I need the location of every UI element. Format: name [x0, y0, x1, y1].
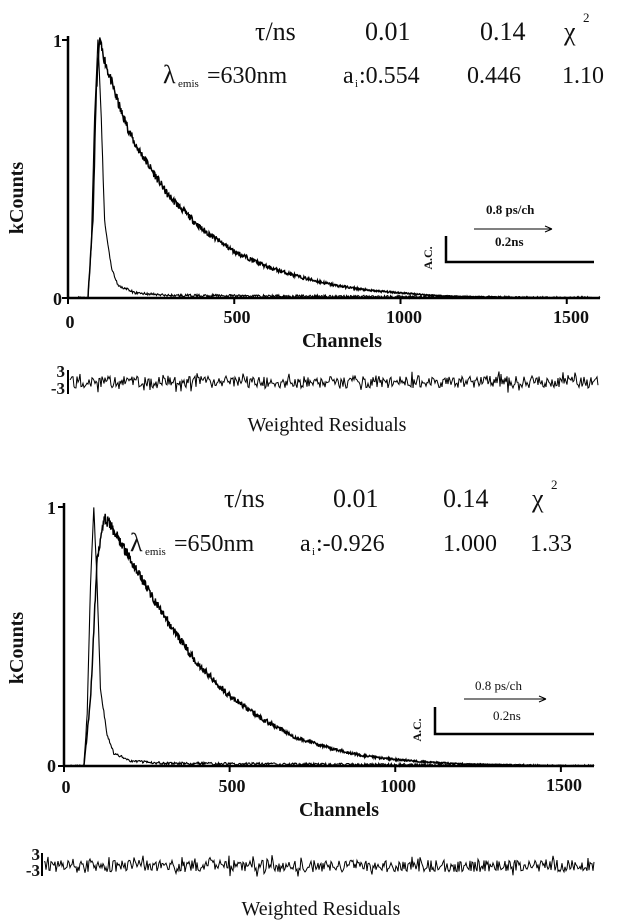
x-tick-label-1500: 1500: [553, 307, 589, 327]
lambda-symbol: λ: [163, 60, 176, 89]
arrow-head-icon: [544, 225, 553, 233]
lambda-value: =630nm: [207, 63, 288, 89]
a-sub: i: [355, 78, 358, 90]
a-symbol: a: [343, 63, 354, 89]
chi-value: 1.33: [530, 531, 572, 557]
residuals-title: Weighted Residuals: [242, 898, 401, 920]
x-tick-label-1500: 1500: [546, 775, 582, 795]
x-tick-label-0: 0: [62, 777, 71, 797]
tau-label: τ/ns: [224, 484, 265, 513]
y-tick-label-0: 0: [47, 756, 56, 776]
residual-label-plus: 3: [32, 845, 41, 864]
y-axis-label: kCounts: [6, 612, 28, 684]
x-tick-label-1000: 1000: [386, 307, 422, 327]
a-value-1: :0.554: [359, 63, 420, 89]
lambda-symbol: λ: [130, 528, 143, 557]
scale-time: 0.2ns: [493, 708, 521, 723]
y-tick-label-1: 1: [53, 31, 62, 51]
tau-value-2: 0.14: [480, 17, 526, 46]
scale-rate: 0.8 ps/ch: [475, 678, 522, 693]
tau-value-1: 0.01: [333, 484, 379, 513]
scale-time: 0.2ns: [495, 234, 524, 249]
residual-label-plus: 3: [57, 362, 66, 381]
a-value-1: :-0.926: [316, 531, 385, 557]
residual-trace: [43, 855, 595, 877]
residual-trace: [69, 371, 599, 393]
panel-1: τ/ns 0.01 0.14 χ 2 λ emis =630nm a i :0.…: [6, 10, 604, 436]
ac-label: A.C.: [421, 246, 435, 269]
residuals-panel: 3 -3 Weighted Residuals: [26, 845, 595, 920]
x-tick-label-500: 500: [219, 776, 246, 796]
chi-sup: 2: [551, 477, 558, 492]
lambda-sub: emis: [178, 78, 199, 90]
chi-sup: 2: [583, 10, 590, 25]
residual-label-minus: -3: [26, 861, 40, 880]
residuals-panel: 3 -3 Weighted Residuals: [51, 362, 599, 436]
arrow-head-icon: [538, 695, 547, 703]
scale-bracket: [444, 236, 594, 264]
lambda-value: =650nm: [174, 531, 255, 557]
y-axis-label: kCounts: [6, 162, 28, 234]
residuals-title: Weighted Residuals: [248, 414, 407, 436]
lambda-sub: emis: [145, 546, 166, 558]
x-ticks: [67, 298, 568, 304]
tau-value-1: 0.01: [365, 17, 411, 46]
y-tick-label-1: 1: [47, 498, 56, 518]
a-value-2: 0.446: [467, 63, 521, 89]
x-axis-label: Channels: [299, 799, 379, 821]
x-axis-label: Channels: [302, 330, 382, 352]
chi-label: χ: [531, 484, 544, 513]
a-sub: i: [312, 546, 315, 558]
irf-curve: [64, 507, 595, 768]
tau-label: τ/ns: [255, 17, 296, 46]
chi-value: 1.10: [562, 63, 604, 89]
x-tick-label-1000: 1000: [380, 776, 416, 796]
x-tick-label-0: 0: [66, 312, 75, 332]
a-value-2: 1.000: [443, 531, 497, 557]
scale-rate: 0.8 ps/ch: [486, 202, 535, 217]
a-symbol: a: [300, 531, 311, 557]
residual-label-minus: -3: [51, 379, 65, 398]
ac-label: A.C.: [410, 718, 424, 741]
irf-curve: [67, 39, 601, 300]
y-tick-label-0: 0: [53, 289, 62, 309]
panel-2: τ/ns 0.01 0.14 χ 2 λ emis =650nm a i :-0…: [6, 477, 595, 920]
chi-label: χ: [563, 17, 576, 46]
scale-bracket: [433, 707, 594, 736]
x-tick-label-500: 500: [224, 307, 251, 327]
tau-value-2: 0.14: [443, 484, 489, 513]
